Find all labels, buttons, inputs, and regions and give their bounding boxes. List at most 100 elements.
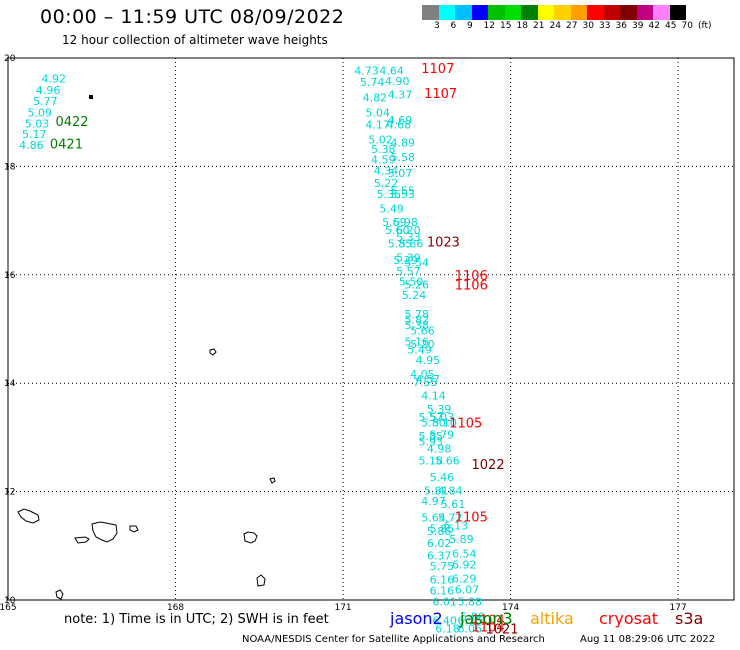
swh-value: 5.10 xyxy=(432,417,457,430)
swh-value: 5.81 xyxy=(424,484,449,497)
swh-value: 6.54 xyxy=(452,548,477,561)
swh-value: 4.59 xyxy=(371,154,396,167)
colorbar-label: 70 xyxy=(681,21,693,31)
swh-value: 5.93 xyxy=(418,436,443,449)
swh-value: 6.07 xyxy=(455,583,480,596)
legend-jason3: jason3 xyxy=(460,609,513,628)
pass-label: 1105 xyxy=(449,417,482,432)
legend-jason2: jason2 xyxy=(390,609,443,628)
swh-value: 6.92 xyxy=(452,559,477,572)
swh-value: 5.35 xyxy=(377,188,402,201)
pass-label: 0422 xyxy=(55,115,88,130)
pass-label: 1105 xyxy=(455,510,488,525)
swh-value: 6.16 xyxy=(430,585,455,598)
colorbar-swatch xyxy=(455,5,472,20)
swh-value: 5.50 xyxy=(399,276,424,289)
colorbar-swatch xyxy=(669,5,686,20)
swh-value: 5.33 xyxy=(396,231,421,244)
island-outline xyxy=(243,531,258,544)
colorbar-swatch xyxy=(471,5,488,20)
swh-value: 5.04 xyxy=(365,107,390,120)
swh-value: 5.53 xyxy=(391,188,416,201)
pass-label: 1104 xyxy=(472,620,505,635)
pass-label: 1106 xyxy=(455,269,488,284)
colorbar-label: (ft) xyxy=(698,21,712,31)
swh-value: 5.58 xyxy=(391,151,416,164)
colorbar-swatch xyxy=(438,5,455,20)
swh-value: 4.86 xyxy=(19,139,44,152)
swh-value: 5.07 xyxy=(388,167,413,180)
colorbar-label: 30 xyxy=(582,21,594,31)
swh-value: 7.55 xyxy=(413,376,438,389)
swh-value: 4.14 xyxy=(421,389,446,402)
colorbar-labels: 3 6 9 12 15 18 21 24 27 30 33 36 39 42 45 70 (ft) xyxy=(422,21,740,33)
lat-tick-label: 16 xyxy=(4,271,16,281)
swh-value: 5.85 xyxy=(388,238,413,251)
colorbar-label: 6 xyxy=(450,21,457,31)
swh-value: 6.13 xyxy=(444,520,469,533)
island-outline xyxy=(74,536,90,544)
pass-label: 1021 xyxy=(485,623,518,638)
wave-height-colorbar xyxy=(422,5,686,20)
swh-value: 6.01 xyxy=(432,595,457,608)
swh-value: 5.20 xyxy=(410,338,435,351)
swh-value: 5.54 xyxy=(405,257,430,270)
swh-value: 4.73 xyxy=(354,64,379,77)
pass-label: 1106 xyxy=(455,278,488,293)
colorbar-swatch xyxy=(587,5,604,20)
colorbar-label: 9 xyxy=(467,21,473,31)
colorbar-label: 42 xyxy=(648,21,660,31)
colorbar-label: 39 xyxy=(632,21,644,31)
swh-value: 4.69 xyxy=(388,114,413,127)
swh-value: 5.29 xyxy=(393,254,418,267)
island-dot xyxy=(89,95,93,99)
island-outline xyxy=(129,525,139,533)
swh-value: 5.09 xyxy=(28,107,53,120)
map-title: 00:00 – 11:59 UTC 08/09/2022 xyxy=(40,6,345,28)
island-outline xyxy=(91,521,118,543)
colorbar-label: 33 xyxy=(599,21,611,31)
pass-label: 0421 xyxy=(50,138,83,153)
swh-value: 6.76 xyxy=(458,614,483,627)
lat-tick-label: 14 xyxy=(4,379,16,389)
swh-value: 5.86 xyxy=(399,238,424,251)
swh-value: 4.34 xyxy=(374,165,399,178)
colorbar-swatch xyxy=(620,5,637,20)
swh-value: 5.22 xyxy=(374,177,399,190)
map-subtitle: 12 hour collection of altimeter wave hei… xyxy=(62,33,328,47)
colorbar-label: 21 xyxy=(533,21,545,31)
swh-value: 4.89 xyxy=(391,136,416,149)
swh-value: 5.46 xyxy=(430,471,455,484)
swh-value: 5.60 xyxy=(385,224,410,237)
swh-value: 5.17 xyxy=(22,128,47,141)
swh-value: 5.78 xyxy=(405,308,430,321)
island-outline xyxy=(256,574,266,587)
swh-value: 5.64 xyxy=(421,511,446,524)
legend-s3a: s3a xyxy=(675,609,704,628)
lon-tick-label: 174 xyxy=(502,603,519,613)
pass-label: 1107 xyxy=(421,62,454,77)
swh-value: 5.55 xyxy=(391,185,416,198)
swh-value: 5.79 xyxy=(430,428,455,441)
swh-value: 4.95 xyxy=(416,354,441,367)
swh-value: 5.85 xyxy=(430,522,455,535)
lon-tick-label: 177 xyxy=(670,603,687,613)
swh-value: 5.18 xyxy=(418,455,443,468)
swh-value: 5.98 xyxy=(393,216,418,229)
swh-value: 5.85 xyxy=(418,430,443,443)
colorbar-swatch xyxy=(488,5,505,20)
swh-value: 6.40 xyxy=(432,614,457,627)
colorbar-swatch xyxy=(537,5,554,20)
colorbar-label: 18 xyxy=(516,21,528,31)
legend-cryosat: cryosat xyxy=(599,609,659,628)
swh-value: 4.17 xyxy=(365,118,390,131)
swh-value: 5.80 xyxy=(421,417,446,430)
timestamp-text: Aug 11 08:29:06 UTC 2022 xyxy=(580,634,716,645)
swh-value: 4.97 xyxy=(421,495,446,508)
lat-tick-label: 20 xyxy=(4,54,16,64)
lon-tick-label: 171 xyxy=(334,603,351,613)
colorbar-swatch xyxy=(603,5,620,20)
swh-value: 5.38 xyxy=(371,143,396,156)
colorbar-label: 3 xyxy=(434,21,440,31)
swh-value: 5.02 xyxy=(368,134,393,147)
